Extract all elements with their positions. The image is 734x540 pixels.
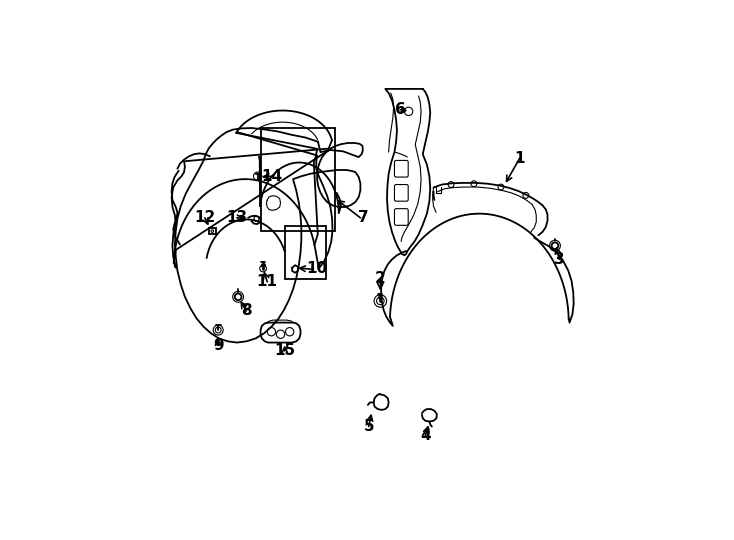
Text: 7: 7 xyxy=(357,210,368,225)
Text: 6: 6 xyxy=(395,102,406,117)
Text: 4: 4 xyxy=(420,428,431,443)
Text: 11: 11 xyxy=(257,274,277,289)
Text: 3: 3 xyxy=(554,252,564,267)
Text: 14: 14 xyxy=(261,168,282,184)
Text: 12: 12 xyxy=(195,210,216,225)
Text: 9: 9 xyxy=(213,338,223,353)
Text: 15: 15 xyxy=(274,343,295,359)
Text: 13: 13 xyxy=(226,210,247,225)
Text: 10: 10 xyxy=(307,261,327,276)
Text: 1: 1 xyxy=(515,151,525,166)
Text: 8: 8 xyxy=(241,303,252,319)
Text: 2: 2 xyxy=(375,272,385,286)
Text: 5: 5 xyxy=(363,419,374,434)
